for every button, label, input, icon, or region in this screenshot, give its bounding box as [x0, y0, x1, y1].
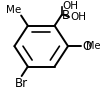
Text: Me: Me	[6, 5, 21, 15]
Text: B: B	[62, 9, 71, 22]
Text: Me: Me	[86, 41, 100, 51]
Text: O: O	[82, 40, 91, 53]
Text: Br: Br	[15, 77, 28, 90]
Text: OH: OH	[63, 1, 79, 11]
Text: OH: OH	[70, 12, 86, 22]
